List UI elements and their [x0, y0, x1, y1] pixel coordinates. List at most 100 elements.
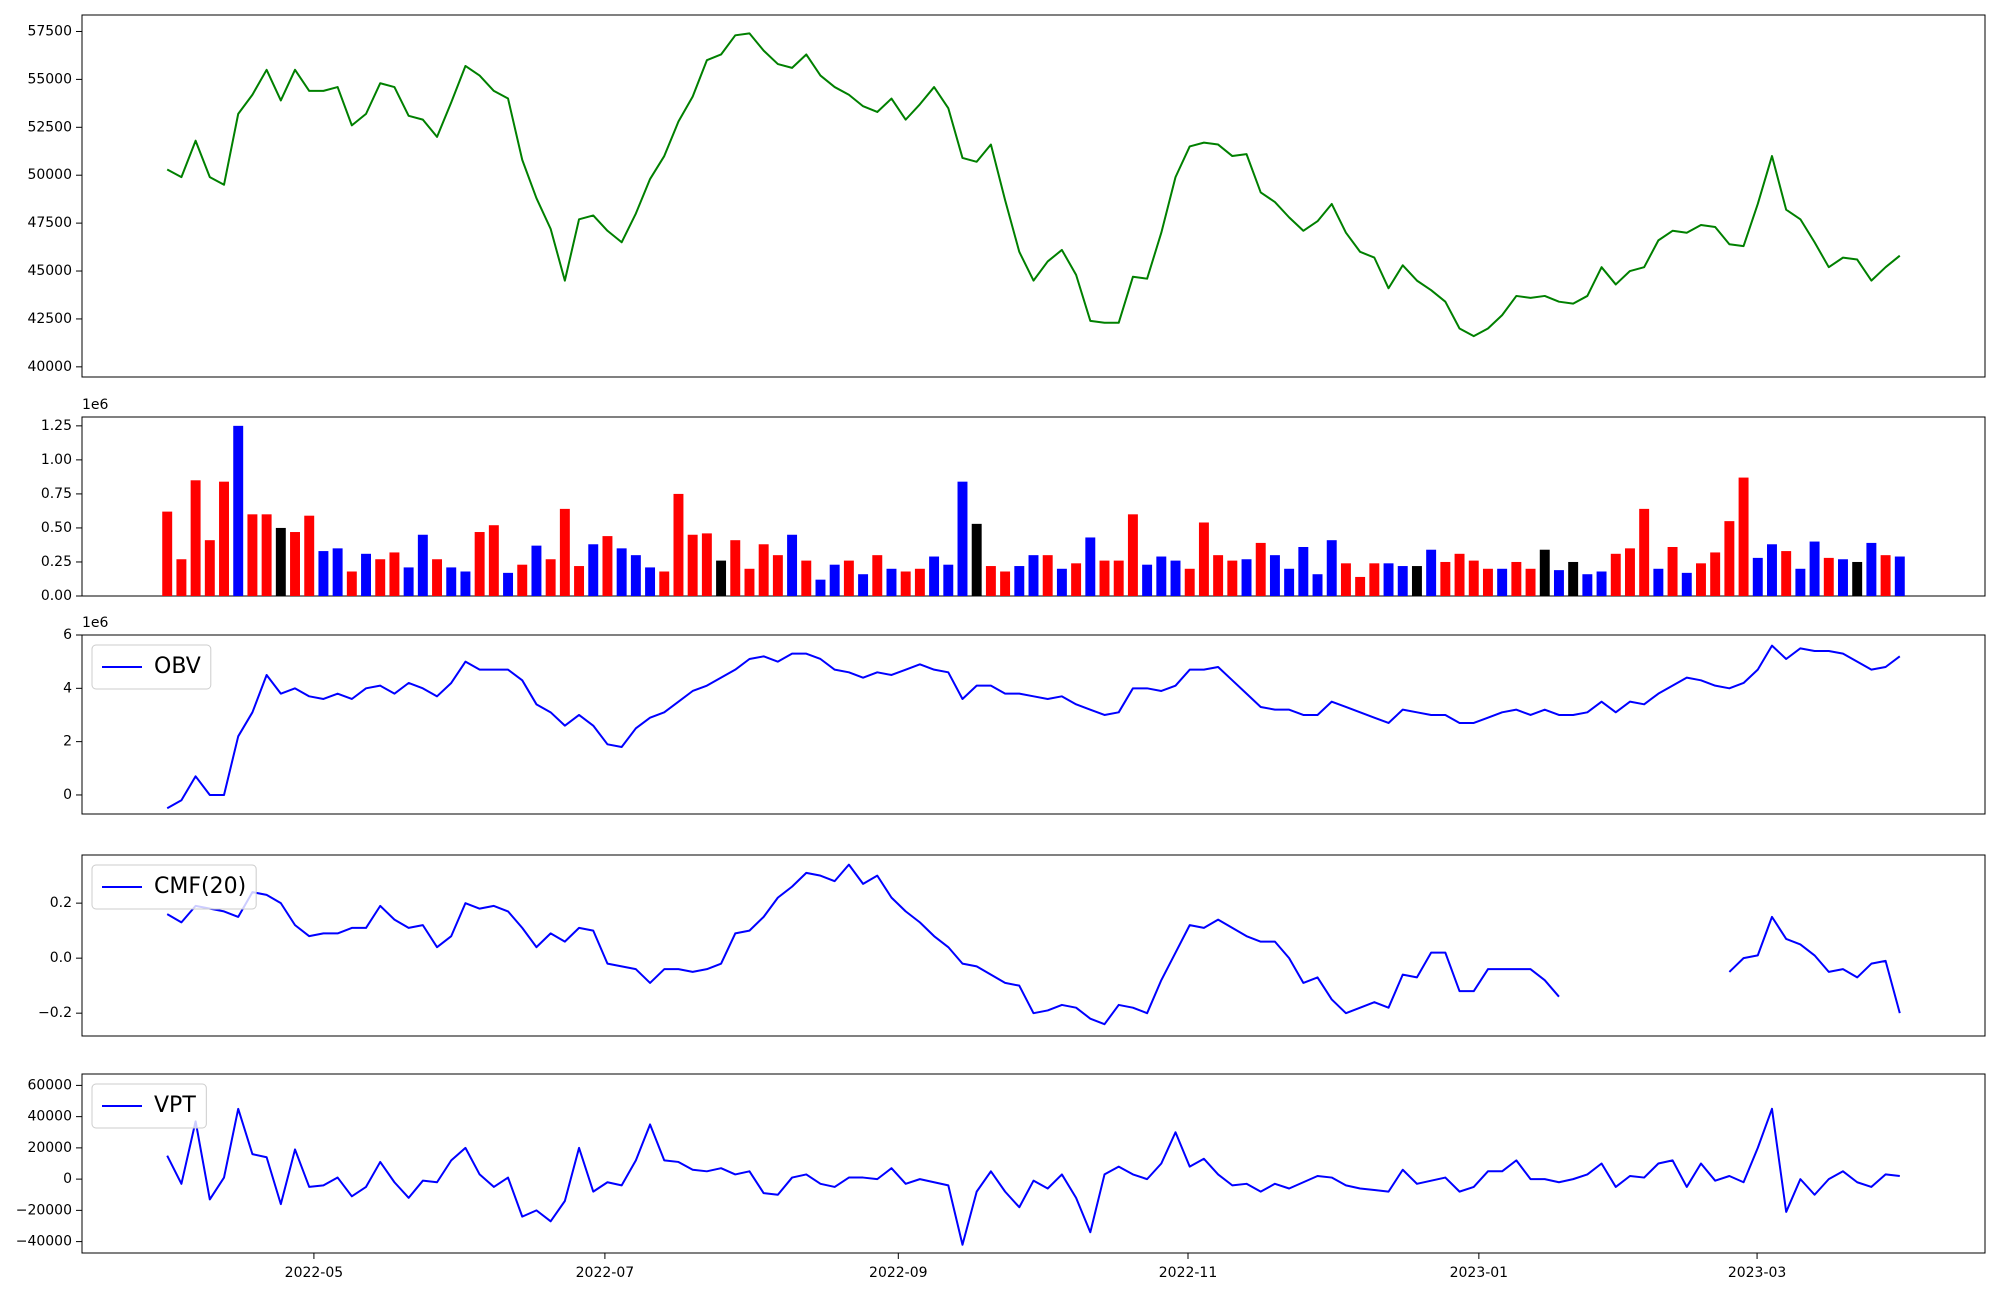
volume-bar — [1468, 560, 1479, 596]
volume-bar — [1582, 574, 1593, 596]
volume-bar — [772, 555, 783, 596]
y-tick-label: 60000 — [27, 1077, 72, 1093]
volume-bar — [1099, 560, 1110, 596]
volume-bar — [1426, 549, 1437, 596]
volume-bar — [1000, 571, 1011, 596]
volume-bar — [1142, 564, 1153, 596]
volume-bar — [616, 548, 627, 596]
volume-bar — [219, 481, 229, 596]
volume-bar — [1411, 566, 1422, 596]
y-tick-label: 0 — [63, 787, 72, 803]
legend: OBV — [91, 644, 212, 690]
volume-bar — [1511, 561, 1522, 596]
x-tick-label: 2022-11 — [1159, 1265, 1218, 1281]
legend-box — [91, 1083, 207, 1129]
volume-bar — [1852, 561, 1863, 596]
volume-bar — [1298, 546, 1309, 596]
volume-bar — [488, 525, 499, 596]
volume-bar — [1497, 568, 1508, 596]
y-tick-label: 0.2 — [50, 895, 72, 911]
y-tick-label: 57500 — [27, 23, 72, 39]
volume-bar — [1695, 563, 1706, 596]
volume-bar — [914, 568, 925, 596]
volume-bar — [1198, 522, 1209, 596]
volume-bar — [1113, 560, 1124, 596]
volume-bar — [233, 425, 244, 596]
y-tick-label: 1.25 — [41, 418, 72, 434]
volume-bar — [829, 564, 840, 596]
volume-bar — [1184, 568, 1195, 596]
volume-bar — [460, 571, 471, 596]
panel: −40000 −20000 0 20000 40000 60000 VPT 2022-05 20… — [16, 1073, 1986, 1281]
legend: CMF(20) — [91, 864, 257, 910]
volume-bar — [1596, 571, 1607, 596]
volume-bar — [1738, 477, 1749, 596]
y-tick-label: 0.75 — [41, 486, 72, 502]
plot-frame — [81, 14, 1986, 378]
volume-bar — [304, 515, 315, 596]
legend-box — [91, 644, 212, 690]
legend-box — [91, 864, 257, 910]
x-tick-label: 2022-07 — [576, 1265, 635, 1281]
legend-label: VPT — [154, 1093, 196, 1118]
x-tick-label: 2022-09 — [869, 1265, 928, 1281]
y-tick-label: 0.25 — [41, 554, 72, 570]
plot-frame — [81, 1073, 1986, 1254]
volume-bar — [929, 556, 940, 596]
volume-bar — [1553, 570, 1564, 596]
y-tick-label: 55000 — [27, 71, 72, 87]
volume-bar — [1383, 563, 1394, 596]
volume-bar — [630, 555, 641, 596]
volume-bar — [190, 480, 201, 596]
y-tick-label: −20000 — [16, 1202, 72, 1218]
volume-bar — [872, 555, 883, 596]
volume-bar — [574, 566, 585, 596]
volume-bar — [1568, 561, 1579, 596]
volume-bar — [985, 566, 996, 596]
volume-bar — [361, 553, 372, 596]
panel: 0 2 4 6 1e6 OBV — [63, 615, 1986, 815]
y-tick-label: 20000 — [27, 1140, 72, 1156]
volume-bar — [1355, 576, 1366, 596]
volume-bar — [275, 527, 286, 596]
volume-bar — [1326, 540, 1337, 596]
volume-bar — [1838, 559, 1848, 596]
volume-bar — [389, 552, 400, 596]
volume-bar — [971, 523, 982, 596]
volume-bar — [801, 560, 812, 596]
volume-bar — [1340, 563, 1351, 596]
panel: −0.2 0.0 0.2 CMF(20) — [38, 854, 1986, 1037]
volume-bar — [1681, 572, 1692, 596]
volume-bar — [1880, 555, 1891, 596]
volume-bar — [716, 560, 727, 596]
legend: VPT — [91, 1083, 207, 1129]
volume-bar — [1213, 555, 1224, 596]
volume-bar — [1724, 521, 1735, 596]
volume-bar — [545, 559, 556, 596]
volume-bar — [957, 481, 968, 596]
y-tick-label: 45000 — [27, 263, 72, 279]
volume-bar — [503, 572, 514, 596]
volume-bar — [1284, 568, 1295, 596]
x-tick-label: 2023-03 — [1728, 1265, 1787, 1281]
volume-bar — [1823, 557, 1834, 596]
volume-bar — [204, 540, 215, 596]
volume-bar — [346, 571, 357, 596]
y-tick-label: 6 — [63, 627, 72, 643]
volume-bar — [1127, 514, 1138, 596]
y-tick-label: 4 — [63, 680, 72, 696]
legend-label: OBV — [154, 654, 201, 679]
volume-bar — [1482, 568, 1493, 596]
volume-bar — [1369, 563, 1380, 596]
volume-bar — [659, 571, 670, 596]
volume-bar — [446, 567, 457, 596]
volume-bar — [1241, 559, 1252, 596]
volume-bar — [1170, 560, 1181, 596]
volume-bar — [1042, 555, 1053, 596]
volume-bar — [900, 571, 911, 596]
volume-bar — [176, 559, 187, 596]
volume-bar — [1269, 555, 1280, 596]
volume-bar — [1227, 560, 1238, 596]
volume-bar — [261, 514, 272, 596]
